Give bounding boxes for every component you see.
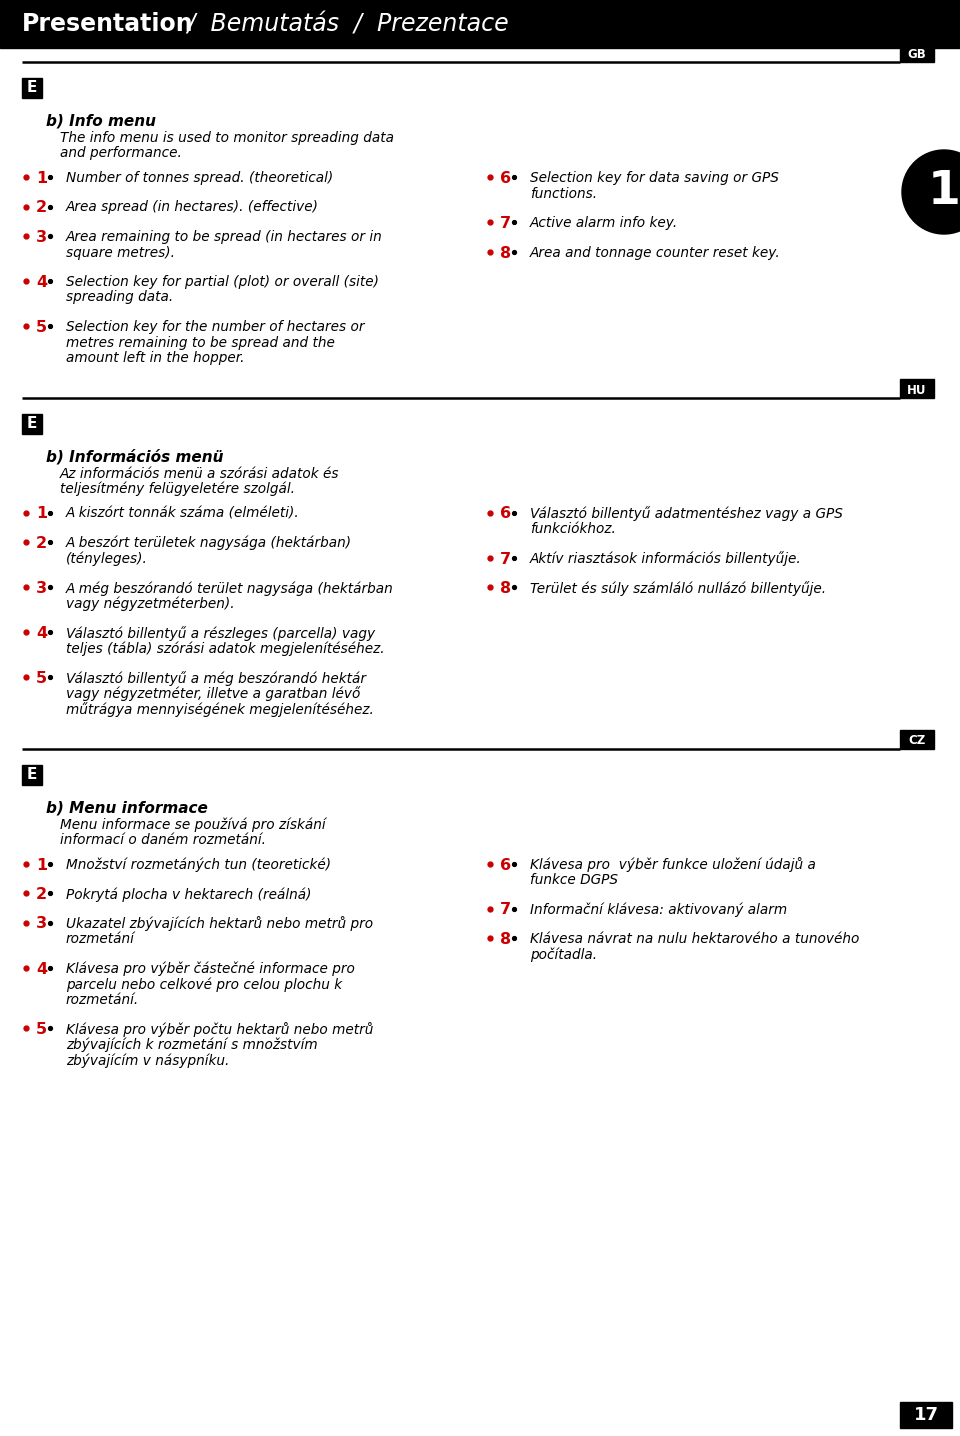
Bar bbox=[22, 78, 42, 98]
Text: 8: 8 bbox=[500, 246, 511, 260]
Text: 5: 5 bbox=[36, 671, 47, 686]
Text: Presentation: Presentation bbox=[22, 11, 194, 36]
Text: Az információs menü a szórási adatok és: Az információs menü a szórási adatok és bbox=[60, 467, 340, 481]
Text: functions.: functions. bbox=[530, 187, 597, 201]
Text: vagy négyzetméterben).: vagy négyzetméterben). bbox=[66, 596, 234, 610]
Text: GB: GB bbox=[907, 47, 926, 60]
Text: funkciókhoz.: funkciókhoz. bbox=[530, 523, 616, 536]
Text: Választó billentyű a még beszórandó hektár: Választó billentyű a még beszórandó hekt… bbox=[66, 671, 366, 686]
Bar bbox=[22, 414, 42, 434]
Text: Area remaining to be spread (in hectares or in: Area remaining to be spread (in hectares… bbox=[66, 230, 383, 244]
Text: Area and tonnage counter reset key.: Area and tonnage counter reset key. bbox=[530, 246, 780, 260]
Text: 7: 7 bbox=[500, 215, 511, 231]
Text: Klávesa návrat na nulu hektarového a tunového: Klávesa návrat na nulu hektarového a tun… bbox=[530, 932, 859, 946]
Text: műtrágya mennyiségének megjelenítéséhez.: műtrágya mennyiségének megjelenítéséhez. bbox=[66, 702, 373, 717]
Text: Selection key for data saving or GPS: Selection key for data saving or GPS bbox=[530, 171, 779, 185]
Text: rozmetání: rozmetání bbox=[66, 932, 134, 946]
Text: zbývajícím v násypníku.: zbývajícím v násypníku. bbox=[66, 1053, 229, 1067]
Text: (tényleges).: (tényleges). bbox=[66, 551, 148, 566]
Text: 4: 4 bbox=[36, 962, 47, 976]
Text: počítadla.: počítadla. bbox=[530, 948, 597, 962]
Text: A még beszórandó terület nagysága (hektárban: A még beszórandó terület nagysága (hektá… bbox=[66, 582, 394, 596]
Text: Informační klávesa: aktivovaný alarm: Informační klávesa: aktivovaný alarm bbox=[530, 902, 787, 918]
Text: informací o daném rozmetání.: informací o daném rozmetání. bbox=[60, 833, 266, 847]
Text: HU: HU bbox=[907, 383, 926, 396]
Text: teljesítmény felügyeletére szolgál.: teljesítmény felügyeletére szolgál. bbox=[60, 482, 295, 497]
Text: parcelu nebo celkové pro celou plochu k: parcelu nebo celkové pro celou plochu k bbox=[66, 976, 342, 991]
Text: spreading data.: spreading data. bbox=[66, 290, 173, 304]
Text: vagy négyzetméter, illetve a garatban lévő: vagy négyzetméter, illetve a garatban lé… bbox=[66, 686, 360, 701]
Text: 8: 8 bbox=[500, 582, 511, 596]
Text: and performance.: and performance. bbox=[60, 146, 181, 161]
Text: zbývajících k rozmetání s množstvím: zbývajících k rozmetání s množstvím bbox=[66, 1037, 318, 1053]
Text: 4: 4 bbox=[36, 626, 47, 640]
Text: Választó billentyű a részleges (parcella) vagy: Választó billentyű a részleges (parcella… bbox=[66, 626, 375, 640]
Text: CZ: CZ bbox=[908, 734, 925, 748]
Text: rozmetání.: rozmetání. bbox=[66, 992, 139, 1007]
Text: Selection key for partial (plot) or overall (site): Selection key for partial (plot) or over… bbox=[66, 276, 379, 289]
Text: 17: 17 bbox=[914, 1406, 939, 1425]
Text: 6: 6 bbox=[500, 507, 511, 521]
Text: Klávesa pro výběr částečné informace pro: Klávesa pro výběr částečné informace pro bbox=[66, 962, 355, 976]
Text: 6: 6 bbox=[500, 857, 511, 873]
Text: 7: 7 bbox=[500, 902, 511, 918]
Text: 2: 2 bbox=[36, 887, 47, 902]
Text: Number of tonnes spread. (theoretical): Number of tonnes spread. (theoretical) bbox=[66, 171, 333, 185]
Text: 1: 1 bbox=[36, 857, 47, 873]
Text: b) Menu informace: b) Menu informace bbox=[46, 800, 208, 816]
Text: 2: 2 bbox=[36, 536, 47, 551]
Text: 3: 3 bbox=[36, 916, 47, 932]
Bar bbox=[0, 0, 960, 47]
Text: /  Bemutatás  /  Prezentace: / Bemutatás / Prezentace bbox=[180, 11, 509, 36]
Text: 7: 7 bbox=[500, 551, 511, 566]
Text: E: E bbox=[27, 80, 37, 96]
Text: E: E bbox=[27, 767, 37, 783]
Text: Terület és súly számláló nullázó billentyűje.: Terület és súly számláló nullázó billent… bbox=[530, 582, 827, 596]
Text: Selection key for the number of hectares or: Selection key for the number of hectares… bbox=[66, 320, 365, 335]
Bar bbox=[900, 43, 934, 62]
Circle shape bbox=[902, 149, 960, 234]
Text: 4: 4 bbox=[36, 276, 47, 290]
Text: 2: 2 bbox=[36, 201, 47, 215]
Text: 5: 5 bbox=[36, 1022, 47, 1037]
Text: Pokrytá plocha v hektarech (reálná): Pokrytá plocha v hektarech (reálná) bbox=[66, 887, 311, 902]
Text: b) Információs menü: b) Információs menü bbox=[46, 449, 224, 465]
Bar bbox=[900, 729, 934, 748]
Text: Aktív riasztások információs billentyűje.: Aktív riasztások információs billentyűje… bbox=[530, 551, 802, 566]
Text: 5: 5 bbox=[36, 320, 47, 335]
Bar bbox=[900, 1402, 952, 1427]
Text: Active alarm info key.: Active alarm info key. bbox=[530, 215, 679, 230]
Text: 1: 1 bbox=[927, 169, 960, 214]
Text: funkce DGPS: funkce DGPS bbox=[530, 873, 618, 887]
Text: metres remaining to be spread and the: metres remaining to be spread and the bbox=[66, 336, 335, 349]
Text: square metres).: square metres). bbox=[66, 246, 175, 260]
Text: Klávesa pro výběr počtu hektarů nebo metrů: Klávesa pro výběr počtu hektarů nebo met… bbox=[66, 1022, 373, 1037]
Text: 8: 8 bbox=[500, 932, 511, 946]
Bar bbox=[22, 764, 42, 784]
Text: Množství rozmetáných tun (teoretické): Množství rozmetáných tun (teoretické) bbox=[66, 857, 331, 872]
Text: 6: 6 bbox=[500, 171, 511, 187]
Text: The info menu is used to monitor spreading data: The info menu is used to monitor spreadi… bbox=[60, 131, 394, 145]
Text: Választó billentyű adatmentéshez vagy a GPS: Választó billentyű adatmentéshez vagy a … bbox=[530, 507, 843, 521]
Text: Menu informace se používá pro získání: Menu informace se používá pro získání bbox=[60, 817, 325, 831]
Text: amount left in the hopper.: amount left in the hopper. bbox=[66, 350, 245, 365]
Text: Area spread (in hectares). (effective): Area spread (in hectares). (effective) bbox=[66, 201, 319, 214]
Text: A beszórt területek nagysága (hektárban): A beszórt területek nagysága (hektárban) bbox=[66, 536, 352, 550]
Text: 1: 1 bbox=[36, 507, 47, 521]
Text: teljes (tábla) szórási adatok megjelenítéséhez.: teljes (tábla) szórási adatok megjelenít… bbox=[66, 642, 385, 656]
Text: 3: 3 bbox=[36, 582, 47, 596]
Text: Klávesa pro  výběr funkce uložení údajů a: Klávesa pro výběr funkce uložení údajů a bbox=[530, 857, 816, 873]
Text: A kiszórt tonnák száma (elméleti).: A kiszórt tonnák száma (elméleti). bbox=[66, 507, 300, 520]
Text: 1: 1 bbox=[36, 171, 47, 187]
Text: Ukazatel zbývajících hektarů nebo metrů pro: Ukazatel zbývajících hektarů nebo metrů … bbox=[66, 916, 373, 932]
Bar bbox=[900, 379, 934, 398]
Text: 3: 3 bbox=[36, 230, 47, 246]
Text: b) Info menu: b) Info menu bbox=[46, 113, 156, 129]
Text: E: E bbox=[27, 416, 37, 431]
